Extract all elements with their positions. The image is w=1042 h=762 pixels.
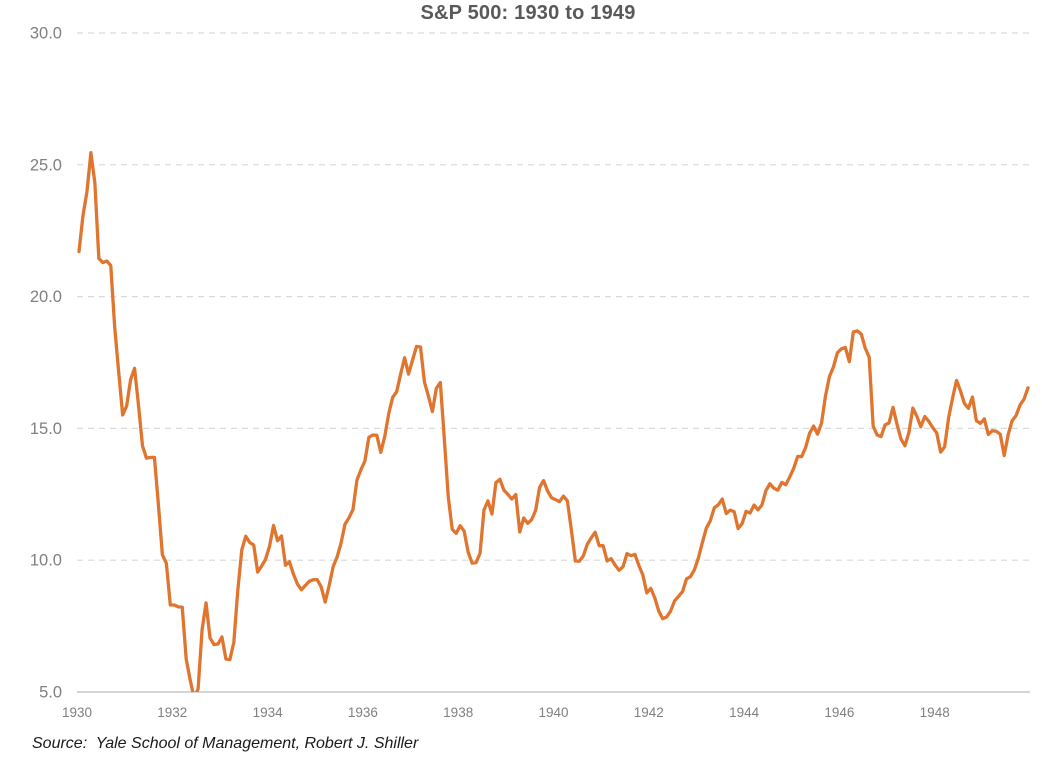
y-tick-label: 10.0 xyxy=(30,552,62,570)
x-tick-label: 1932 xyxy=(157,705,187,720)
x-tick-label: 1930 xyxy=(62,705,92,720)
y-tick-label: 5.0 xyxy=(39,684,62,702)
y-tick-label: 30.0 xyxy=(30,25,62,43)
x-tick-label: 1940 xyxy=(538,705,568,720)
y-tick-label: 15.0 xyxy=(30,420,62,438)
x-tick-label: 1934 xyxy=(253,705,284,720)
x-tick-label: 1946 xyxy=(824,705,854,720)
x-tick-label: 1942 xyxy=(634,705,664,720)
x-tick-label: 1944 xyxy=(729,705,760,720)
y-tick-label: 25.0 xyxy=(30,156,62,174)
x-tick-label: 1936 xyxy=(348,705,378,720)
chart-title: S&P 500: 1930 to 1949 xyxy=(420,2,636,24)
y-tick-label: 20.0 xyxy=(30,288,62,306)
source-note: Source: Yale School of Management, Rober… xyxy=(32,735,419,752)
x-tick-label: 1938 xyxy=(443,705,473,720)
x-tick-label: 1948 xyxy=(920,705,950,720)
sp500-series-line xyxy=(77,151,1030,692)
